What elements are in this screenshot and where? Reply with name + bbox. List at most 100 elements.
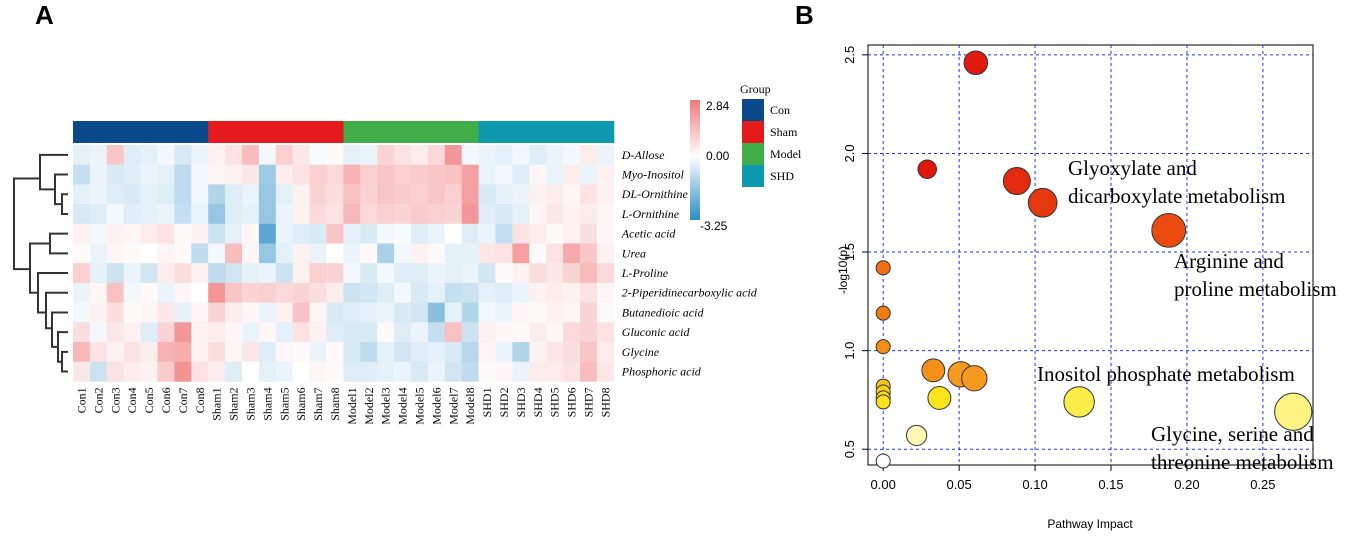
column-label: Model8 <box>463 387 477 424</box>
heatmap-cell <box>225 164 243 185</box>
heatmap-cell <box>174 184 192 205</box>
heatmap-cell <box>580 243 598 264</box>
row-labels: D-Allose Myo-Inositol DL-Ornithine L-Ornith… <box>621 148 758 379</box>
heatmap-cell <box>123 243 141 264</box>
heatmap-cell <box>326 145 344 165</box>
heatmap-cell <box>495 204 513 225</box>
group-bar-segment <box>225 121 243 143</box>
y-axis-ticks: 0.5 1.0 1.5 2.0 2.5 <box>842 46 868 458</box>
heatmap-cell <box>427 164 446 185</box>
group-bar-segment <box>360 121 378 143</box>
panel-a-label: A <box>35 0 54 30</box>
heatmap-cell <box>208 243 226 264</box>
heatmap-cell <box>546 342 564 362</box>
heatmap-cell <box>512 322 530 343</box>
group-bar-segment <box>106 121 125 143</box>
heatmap-cell <box>546 361 564 382</box>
heatmap-cell <box>394 145 412 165</box>
heatmap-cell <box>123 263 141 284</box>
heatmap-cell <box>512 282 530 303</box>
heatmap-cell <box>191 263 209 284</box>
heatmap-cell <box>343 263 361 284</box>
row-label: L-Proline <box>621 266 669 280</box>
heatmap-cell <box>529 342 547 362</box>
heatmap-cell <box>343 184 361 205</box>
heatmap-cell <box>326 361 344 382</box>
heatmap-cell <box>529 204 547 225</box>
heatmap-cell <box>411 322 429 343</box>
heatmap-cell <box>258 282 277 303</box>
heatmap-cell <box>275 243 293 264</box>
heatmap-cell <box>580 184 598 205</box>
group-legend: Con Sham Model SHD <box>742 99 802 187</box>
heatmap-cell <box>292 342 310 362</box>
heatmap-cell <box>546 282 564 303</box>
row-label: D-Allose <box>621 148 665 162</box>
heatmap-cell <box>377 322 395 343</box>
heatmap-cell <box>123 302 141 323</box>
column-label: SHD3 <box>514 387 528 417</box>
heatmap-cell <box>512 204 530 225</box>
heatmap-cell <box>343 322 361 343</box>
group-bar-segment <box>275 121 294 143</box>
heatmap-cell <box>546 223 564 244</box>
heatmap-cell <box>563 145 581 165</box>
heatmap-cell <box>461 164 479 185</box>
heatmap-cell <box>242 243 260 264</box>
x-tick-label: 0.05 <box>946 477 971 492</box>
heatmap-cell <box>377 361 395 382</box>
dendrogram-branch <box>51 311 68 348</box>
pathway-bubble <box>875 305 891 321</box>
heatmap-cell <box>140 164 158 185</box>
heatmap-cell <box>529 282 547 303</box>
heatmap-cell <box>225 204 243 225</box>
heatmap-cell <box>326 282 344 303</box>
group-bar-segment <box>377 121 395 143</box>
heatmap-cell <box>258 243 277 264</box>
heatmap-cell <box>73 204 91 225</box>
heatmap-cell <box>326 322 344 343</box>
heatmap-cell <box>73 361 91 382</box>
dendrogram-branch <box>13 177 40 271</box>
heatmap-cell <box>495 145 513 165</box>
heatmap-cell <box>478 322 496 343</box>
heatmap-cell <box>596 145 615 165</box>
column-label: Con1 <box>74 387 88 413</box>
heatmap-cell <box>157 322 175 343</box>
heatmap-cell <box>157 263 175 284</box>
x-axis-label: Pathway Impact <box>1047 517 1133 531</box>
heatmap-cell <box>309 184 327 205</box>
heatmap-cell <box>495 361 513 382</box>
heatmap-cell <box>73 164 91 185</box>
heatmap-cell <box>563 342 581 362</box>
row-label: Butanedioic acid <box>622 305 705 319</box>
heatmap-cell <box>89 302 108 323</box>
heatmap-cell <box>225 342 243 362</box>
heatmap-cell <box>444 361 462 382</box>
heatmap-cell <box>191 184 209 205</box>
heatmap-cell <box>427 204 446 225</box>
heatmap-cell <box>89 164 108 185</box>
heatmap-cell <box>309 145 327 165</box>
row-label: L-Ornithine <box>621 207 680 221</box>
heatmap-cell <box>292 302 310 323</box>
heatmap-cell <box>292 263 310 284</box>
dendrogram-branch <box>61 350 68 373</box>
heatmap-cell <box>343 145 361 165</box>
heatmap-cell <box>461 243 479 264</box>
heatmap-cell <box>411 145 429 165</box>
heatmap-cell <box>580 361 598 382</box>
group-bar-segment <box>478 121 496 143</box>
column-label: Model3 <box>379 387 393 424</box>
heatmap-cell <box>495 342 513 362</box>
heatmap-cell <box>225 302 243 323</box>
heatmap-cell <box>563 282 581 303</box>
heatmap-cell <box>411 223 429 244</box>
heatmap-cell <box>258 223 277 244</box>
heatmap-cell <box>242 282 260 303</box>
heatmap-cell <box>596 342 615 362</box>
pathway-annotations: Glyoxylate and dicarboxylate metabolism … <box>1037 156 1337 474</box>
heatmap-cell <box>596 263 615 284</box>
heatmap-cell <box>326 263 344 284</box>
column-label: Sham7 <box>311 387 325 420</box>
